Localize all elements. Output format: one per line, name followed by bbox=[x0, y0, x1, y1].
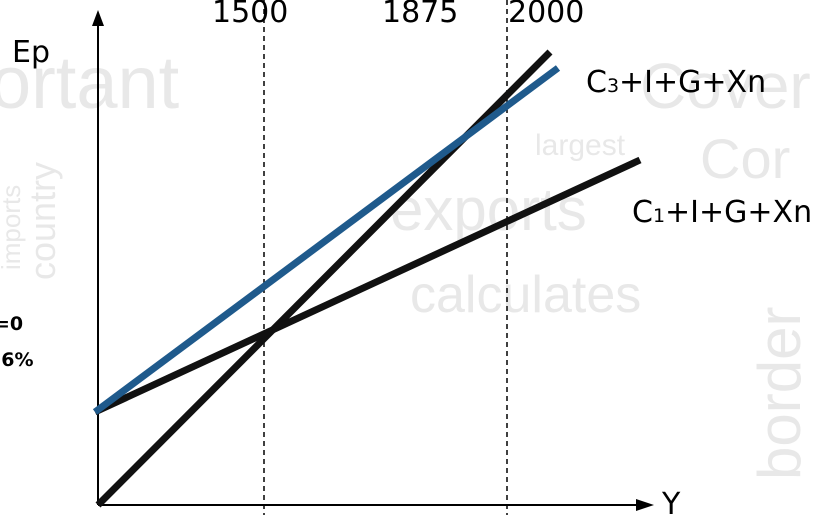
bg-word: imports bbox=[0, 185, 26, 270]
side-note: ,6% bbox=[0, 349, 33, 371]
y-axis-arrow-icon bbox=[92, 10, 104, 26]
label-c1-base: C bbox=[632, 195, 653, 230]
label-c1-sub: 1 bbox=[653, 205, 665, 227]
bg-word: border bbox=[746, 307, 813, 480]
bg-word: ortant bbox=[0, 41, 180, 124]
label-c3-line: C3+I+G+Xn bbox=[586, 65, 766, 100]
label-c3-base: C bbox=[586, 65, 607, 100]
tick-label: 1500 bbox=[212, 0, 288, 30]
x-axis-arrow-icon bbox=[636, 499, 654, 511]
bg-word: Cor bbox=[700, 127, 790, 190]
y-axis-label: Ep bbox=[12, 35, 50, 70]
bg-word: calculates bbox=[410, 266, 641, 324]
label-c3-rest: +I+G+Xn bbox=[619, 65, 766, 100]
bg-word: Cover bbox=[640, 50, 811, 122]
expenditure-line-c3 bbox=[92, 65, 561, 415]
axes bbox=[92, 10, 654, 511]
bg-word: country bbox=[22, 162, 63, 280]
label-c3-sub: 3 bbox=[607, 75, 619, 97]
tick-label: 1875 bbox=[382, 0, 458, 30]
background-word-cloud: ortant Cover Cor exports calculates bord… bbox=[0, 41, 813, 480]
bg-word: largest bbox=[535, 129, 626, 162]
expenditure-line-c1 bbox=[93, 156, 642, 416]
tick-label: 2000 bbox=[508, 0, 584, 30]
label-c1-rest: +I+G+Xn bbox=[665, 195, 812, 230]
side-note: =0 bbox=[0, 313, 23, 335]
x-axis-label: Y bbox=[661, 487, 681, 515]
label-c1-line: C1+I+G+Xn bbox=[632, 195, 812, 230]
